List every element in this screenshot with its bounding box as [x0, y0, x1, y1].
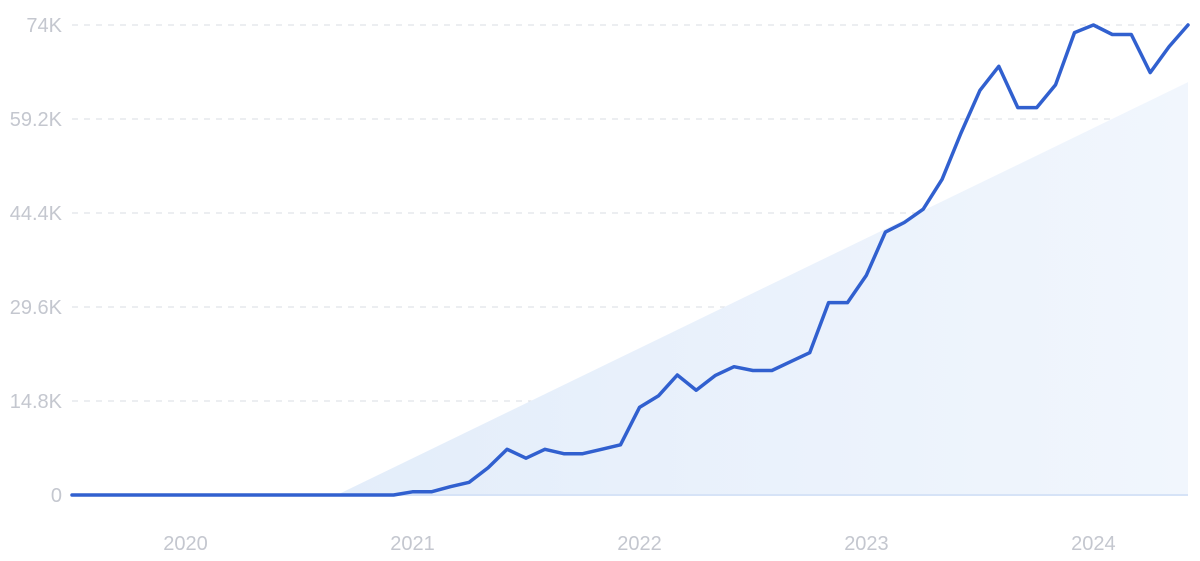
x-tick-label: 2024	[1071, 533, 1116, 555]
trend-area-fill	[336, 82, 1188, 495]
series-lines	[70, 23, 1190, 497]
series-line-0	[70, 23, 1190, 497]
x-tick-label: 2022	[617, 533, 662, 555]
y-tick-labels: 0 14.8K 29.6K 44.4K 59.2K 74K	[10, 15, 63, 507]
y-tick-label: 14.8K	[10, 391, 63, 413]
x-tick-label: 2020	[163, 533, 208, 555]
y-tick-label: 44.4K	[10, 203, 63, 225]
y-tick-label: 59.2K	[10, 109, 63, 131]
y-tick-label: 29.6K	[10, 297, 63, 319]
trend-area	[336, 82, 1188, 495]
y-tick-label: 0	[51, 485, 62, 507]
y-tick-label: 74K	[26, 15, 62, 37]
x-tick-labels: 2020 2021 2022 2023 2024	[163, 533, 1115, 555]
x-tick-label: 2021	[390, 533, 435, 555]
x-tick-label: 2023	[844, 533, 889, 555]
